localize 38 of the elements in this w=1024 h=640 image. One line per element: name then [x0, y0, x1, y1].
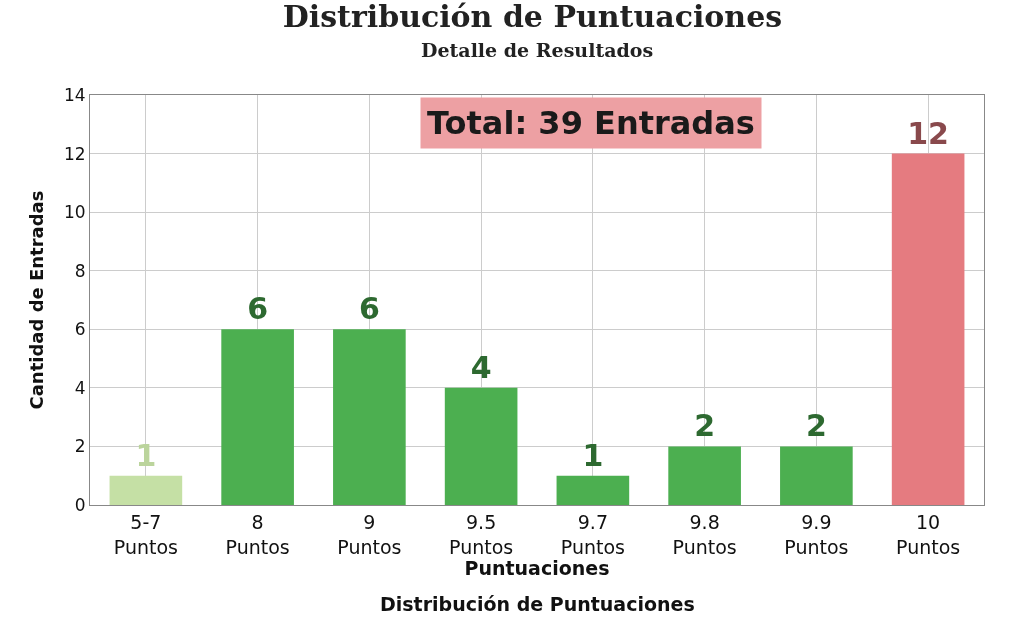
bar	[891, 153, 965, 505]
y-tick-label: 4	[74, 377, 86, 398]
data-label: 6	[358, 291, 380, 327]
bar	[333, 329, 406, 505]
x-tick-label: 8 Puntos	[225, 510, 290, 558]
data-label: 2	[805, 408, 827, 444]
data-label: 1	[582, 437, 604, 473]
bar	[109, 475, 183, 505]
y-tick-label: 8	[74, 260, 86, 281]
data-label: 6	[247, 291, 269, 327]
x-tick-label: 9.9 Puntos	[784, 510, 849, 558]
chart-subtitle: Detalle de Resultados	[421, 39, 654, 61]
text: Distribución de Puntuaciones	[380, 593, 695, 615]
y-tick-label: 12	[63, 143, 86, 164]
bar	[444, 387, 518, 505]
y-tick-label: 14	[63, 84, 86, 105]
y-axis-title: Cantidad de Entradas	[26, 190, 48, 410]
bar	[668, 446, 741, 505]
data-label: 12	[907, 115, 949, 151]
y-tick-label: 0	[74, 494, 86, 515]
y-tick-label: 10	[63, 202, 86, 223]
y-tick-label: 2	[74, 436, 86, 457]
data-label: 4	[470, 349, 492, 385]
x-tick-label: 9.7 Puntos	[560, 510, 625, 558]
annotation: Total: 39 Entradas	[427, 104, 755, 142]
x-tick-label: 10 Puntos	[896, 510, 961, 558]
x-tick-label: 9.5 Puntos	[449, 510, 514, 558]
chart-title: Distribución de Puntuaciones	[282, 0, 783, 35]
bar	[780, 446, 853, 505]
x-tick-label: 9 Puntos	[337, 510, 402, 558]
data-label: 1	[135, 437, 157, 473]
x-tick-label: 5-7 Puntos	[113, 510, 178, 558]
x-tick-label: 9.8 Puntos	[672, 510, 737, 558]
data-label: 2	[694, 408, 716, 444]
bar	[556, 475, 630, 505]
y-tick-label: 6	[74, 319, 86, 340]
bar	[221, 329, 294, 505]
x-axis-title: Puntuaciones	[464, 557, 610, 580]
